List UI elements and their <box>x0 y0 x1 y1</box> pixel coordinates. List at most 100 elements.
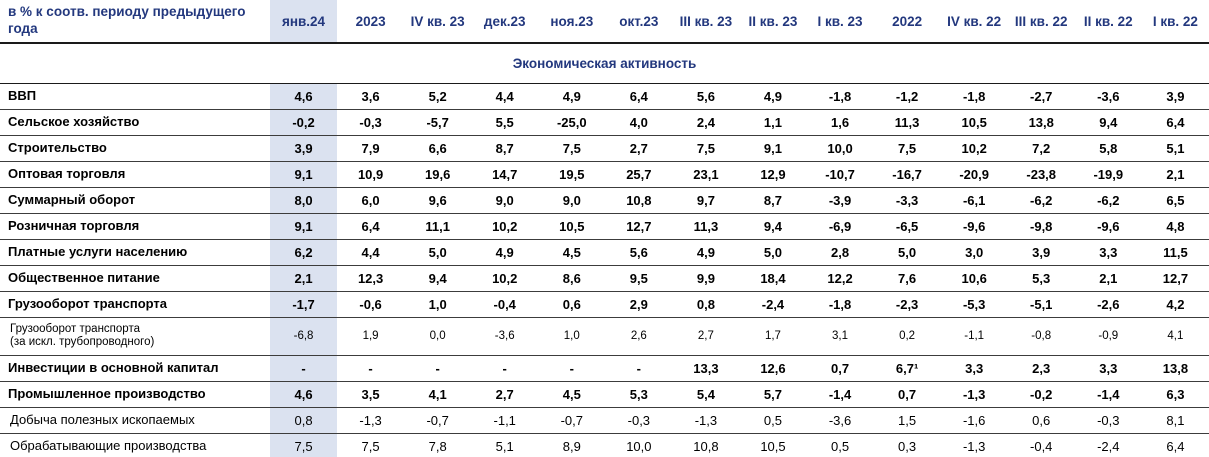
value-cell: -19,9 <box>1074 161 1142 188</box>
value-cell: -1,6 <box>940 407 1008 434</box>
value-cell: -20,9 <box>940 161 1008 188</box>
table-header: в % к соотв. периоду предыдущего года ян… <box>0 0 1209 44</box>
value-cell: 2,6 <box>605 317 673 356</box>
value-cell: 3,6 <box>337 83 405 110</box>
value-cell: -6,2 <box>1007 187 1075 214</box>
row-label: Общественное питание <box>0 265 270 292</box>
value-cell: 1,6 <box>806 109 874 136</box>
value-cell: 12,7 <box>605 213 673 240</box>
value-cell: -0,3 <box>605 407 673 434</box>
value-cell: 1,9 <box>337 317 405 356</box>
value-cell: 4,5 <box>538 239 606 266</box>
value-cell: -6,1 <box>940 187 1008 214</box>
table-row: Оптовая торговля 9,1 10,9 19,6 14,7 19,5 25,7 2… <box>0 161 1209 188</box>
value-cell: 6,2 <box>270 239 338 266</box>
column-header: янв.24 <box>270 0 338 44</box>
value-cell: 2,7 <box>471 381 539 408</box>
value-cell: 5,2 <box>404 83 472 110</box>
value-cell: -3,6 <box>471 317 539 356</box>
value-cell: -0,2 <box>270 109 338 136</box>
column-header: ноя.23 <box>538 0 606 44</box>
value-cell: 7,8 <box>404 433 472 457</box>
row-label: Грузооборот транспорта (за искл. трубопр… <box>0 317 270 356</box>
value-cell: -0,2 <box>1007 381 1075 408</box>
value-cell: -5,1 <box>1007 291 1075 318</box>
column-header: 2022 <box>873 0 941 44</box>
value-cell: -0,4 <box>471 291 539 318</box>
value-cell: 0,7 <box>806 355 874 382</box>
row-label: ВВП <box>0 83 270 110</box>
value-cell: -6,5 <box>873 213 941 240</box>
value-cell: 2,7 <box>605 135 673 162</box>
value-cell: 6,4 <box>1141 109 1209 136</box>
value-cell: 4,1 <box>1141 317 1209 356</box>
value-cell: 8,6 <box>538 265 606 292</box>
table-row: Платные услуги населению 6,2 4,4 5,0 4,9 4,5 5… <box>0 239 1209 266</box>
value-cell: 10,2 <box>471 265 539 292</box>
value-cell: 10,0 <box>806 135 874 162</box>
value-cell: 2,8 <box>806 239 874 266</box>
value-cell: -0,3 <box>337 109 405 136</box>
value-cell: -1,3 <box>672 407 740 434</box>
value-cell: 9,1 <box>739 135 807 162</box>
value-cell: -3,9 <box>806 187 874 214</box>
value-cell: 6,4 <box>337 213 405 240</box>
value-cell: -9,6 <box>940 213 1008 240</box>
value-cell: 4,0 <box>605 109 673 136</box>
value-cell: 2,3 <box>1007 355 1075 382</box>
value-cell: 4,9 <box>672 239 740 266</box>
value-cell: 5,7 <box>739 381 807 408</box>
value-cell: 3,9 <box>270 135 338 162</box>
value-cell: 7,2 <box>1007 135 1075 162</box>
value-cell: -3,3 <box>873 187 941 214</box>
value-cell: -25,0 <box>538 109 606 136</box>
value-cell: -0,9 <box>1074 317 1142 356</box>
value-cell: 13,3 <box>672 355 740 382</box>
value-cell: 0,8 <box>672 291 740 318</box>
column-header: 2023 <box>337 0 405 44</box>
value-cell: 12,7 <box>1141 265 1209 292</box>
value-cell: 5,3 <box>1007 265 1075 292</box>
column-header: III кв. 23 <box>672 0 740 44</box>
value-cell: 2,7 <box>672 317 740 356</box>
value-cell: 4,4 <box>471 83 539 110</box>
column-header: IV кв. 22 <box>940 0 1008 44</box>
table-body: Экономическая активность ВВП 4,6 3,6 5,2 4,4… <box>0 43 1209 457</box>
value-cell: 0,5 <box>806 433 874 457</box>
value-cell: 4,9 <box>538 83 606 110</box>
value-cell: 4,9 <box>471 239 539 266</box>
value-cell: 11,5 <box>1141 239 1209 266</box>
value-cell: 0,2 <box>873 317 941 356</box>
value-cell: 13,8 <box>1141 355 1209 382</box>
value-cell: 10,2 <box>471 213 539 240</box>
value-cell: 9,0 <box>538 187 606 214</box>
value-cell: 14,7 <box>471 161 539 188</box>
row-label: Суммарный оборот <box>0 187 270 214</box>
value-cell: 5,5 <box>471 109 539 136</box>
value-cell: -0,3 <box>1074 407 1142 434</box>
column-header: I кв. 23 <box>806 0 874 44</box>
value-cell: 19,6 <box>404 161 472 188</box>
value-cell: 5,6 <box>605 239 673 266</box>
section-title: Экономическая активность <box>0 43 1209 84</box>
table-row: Добыча полезных ископаемых 0,8 -1,3 -0,7 -1,… <box>0 407 1209 434</box>
value-cell: -9,8 <box>1007 213 1075 240</box>
value-cell: -6,8 <box>270 317 338 356</box>
value-cell: 11,3 <box>873 109 941 136</box>
value-cell: 2,9 <box>605 291 673 318</box>
value-cell: 0,7 <box>873 381 941 408</box>
value-cell: 10,8 <box>672 433 740 457</box>
column-header: IV кв. 23 <box>404 0 472 44</box>
value-cell: - <box>404 355 472 382</box>
value-cell: 12,3 <box>337 265 405 292</box>
value-cell: -1,1 <box>471 407 539 434</box>
value-cell: 3,3 <box>1074 355 1142 382</box>
value-cell: 5,1 <box>471 433 539 457</box>
value-cell: 10,9 <box>337 161 405 188</box>
value-cell: 6,5 <box>1141 187 1209 214</box>
value-cell: 7,6 <box>873 265 941 292</box>
value-cell: 5,6 <box>672 83 740 110</box>
value-cell: 10,5 <box>940 109 1008 136</box>
row-label: Сельское хозяйство <box>0 109 270 136</box>
value-cell: -16,7 <box>873 161 941 188</box>
